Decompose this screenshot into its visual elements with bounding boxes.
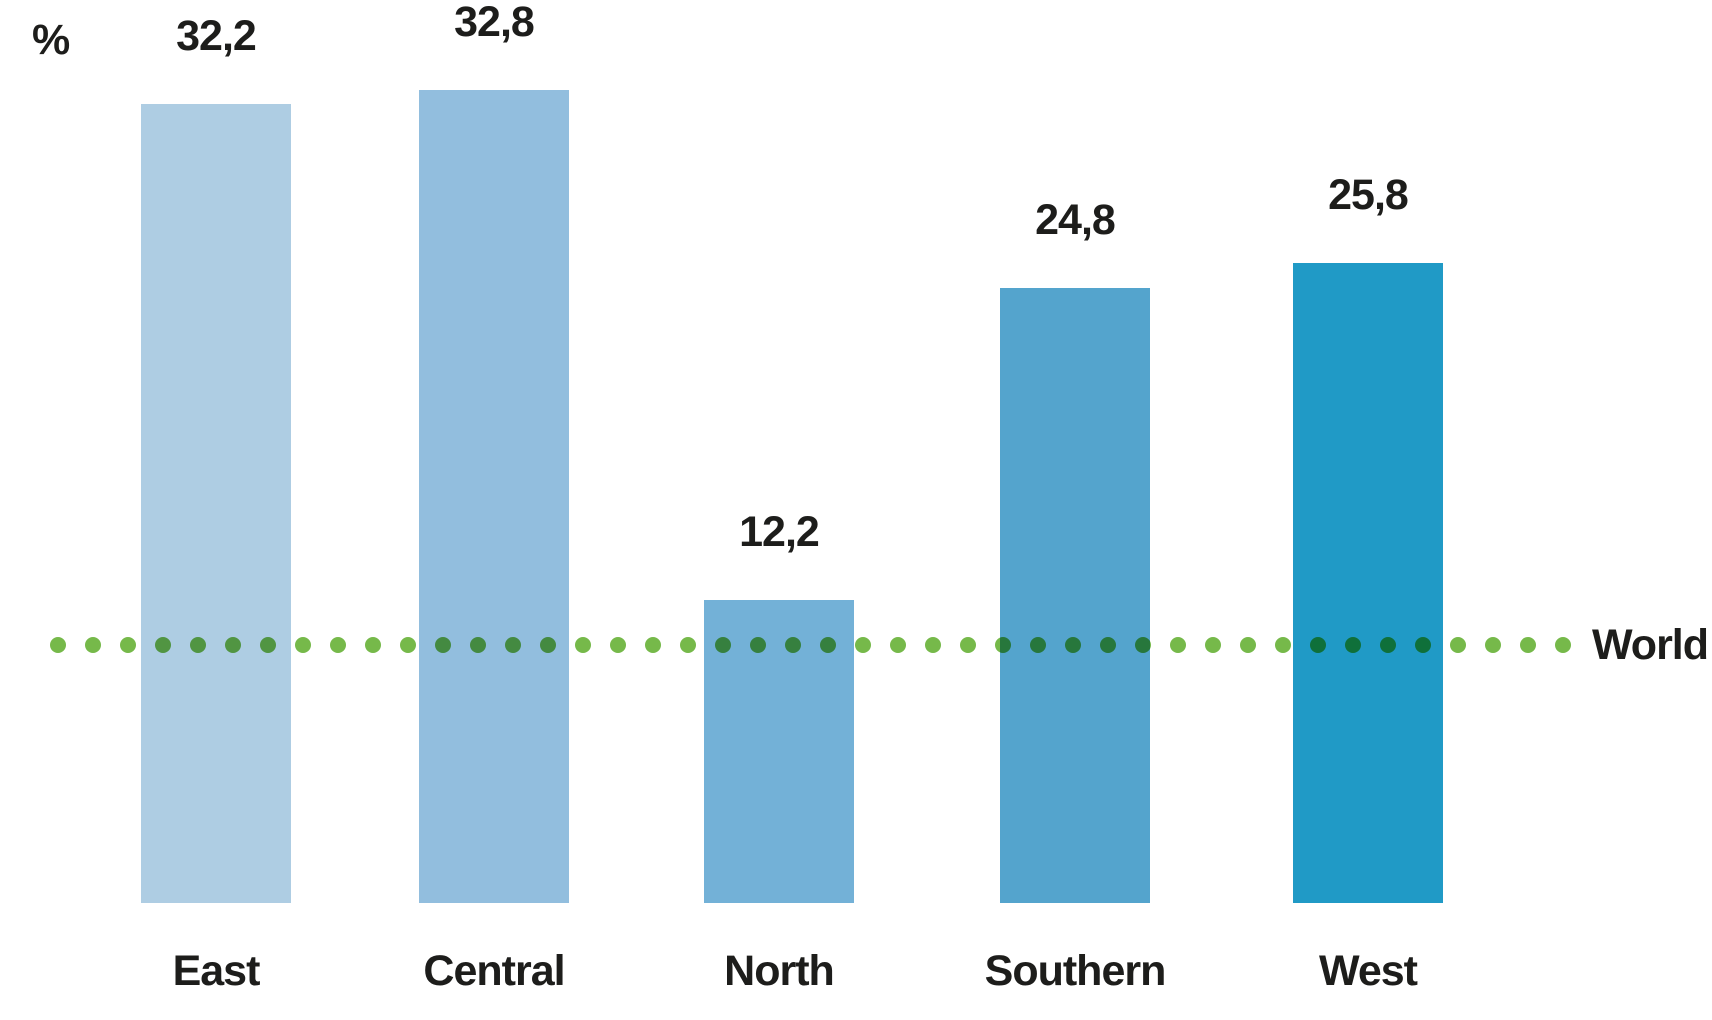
category-label-east: East <box>172 947 261 995</box>
y-axis-unit-label: % <box>32 16 70 64</box>
reference-line-label: World <box>1592 621 1709 669</box>
category-label-west: West <box>1319 947 1418 995</box>
bar-east <box>141 104 291 903</box>
category-label-central: Central <box>423 947 565 995</box>
value-label-west: 25,8 <box>1328 171 1409 219</box>
value-label-central: 32,8 <box>454 0 535 46</box>
bar-north <box>704 600 854 903</box>
bar-southern <box>1000 288 1150 903</box>
bar-central <box>419 90 569 903</box>
value-label-southern: 24,8 <box>1035 196 1116 244</box>
bar-west <box>1293 263 1443 903</box>
value-label-north: 12,2 <box>739 508 820 556</box>
category-label-southern: Southern <box>984 947 1167 995</box>
value-label-east: 32,2 <box>176 12 257 60</box>
category-label-north: North <box>724 947 835 995</box>
